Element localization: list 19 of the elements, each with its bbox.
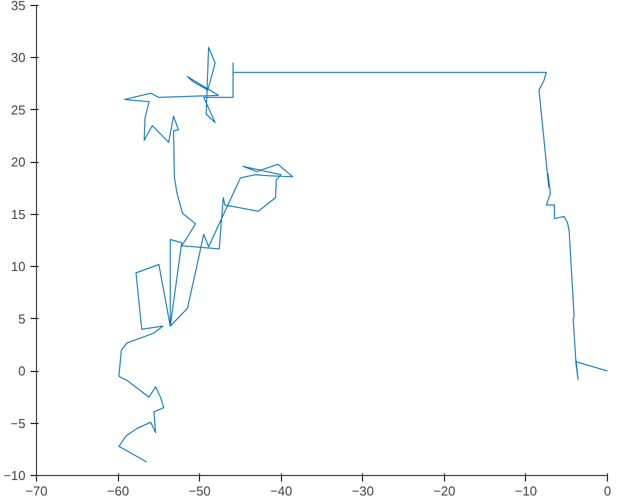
- y-tick-label: 15: [11, 206, 26, 222]
- x-tick-label: −30: [352, 484, 374, 498]
- x-tick-label: 0: [604, 484, 612, 498]
- y-tick-label: 0: [18, 364, 26, 379]
- x-tick-label: −20: [433, 484, 456, 498]
- x-tick-label: −10: [514, 484, 537, 498]
- x-tick-label: −60: [107, 484, 130, 498]
- y-tick-label: 35: [11, 0, 26, 13]
- y-tick-label: 30: [11, 50, 26, 66]
- y-tick-label: 20: [11, 154, 26, 170]
- x-tick-label: −50: [188, 484, 211, 498]
- y-tick-label: −10: [3, 468, 26, 483]
- y-tick-label: 25: [11, 102, 26, 118]
- y-tick-label: −5: [10, 416, 26, 431]
- line-series: [118, 46, 608, 462]
- x-tick-label: −40: [270, 484, 292, 498]
- x-tick-label: −70: [25, 484, 48, 498]
- y-tick-label: 5: [18, 311, 26, 326]
- y-tick-label: 10: [11, 259, 26, 274]
